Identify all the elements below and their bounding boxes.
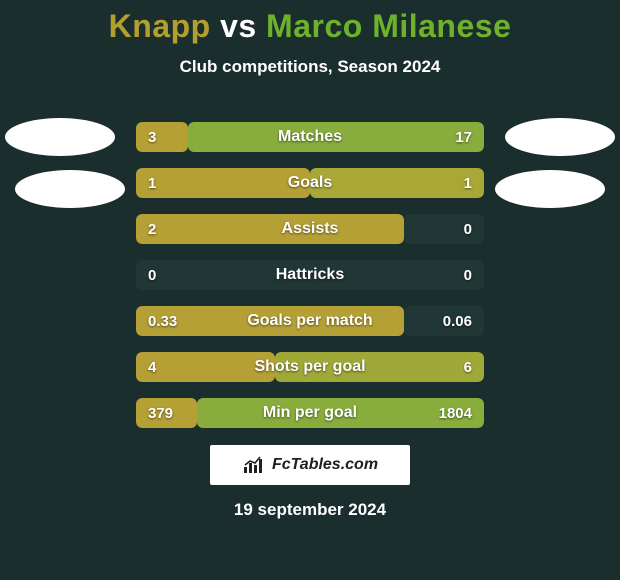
stat-fill-left <box>136 352 275 382</box>
stat-row: Goals per match0.330.06 <box>136 306 484 336</box>
stat-fill-right <box>188 122 484 152</box>
stat-fill-left <box>136 122 188 152</box>
stat-fill-right <box>275 352 484 382</box>
avatar-right-bottom <box>495 170 605 208</box>
stat-track <box>136 260 484 290</box>
subtitle: Club competitions, Season 2024 <box>0 57 620 77</box>
stat-fill-left <box>136 214 404 244</box>
avatar-right-top <box>505 118 615 156</box>
stat-row: Goals11 <box>136 168 484 198</box>
stat-track <box>136 214 484 244</box>
brand-badge[interactable]: FcTables.com <box>210 445 410 485</box>
stat-fill-right <box>404 306 484 336</box>
stat-row: Min per goal3791804 <box>136 398 484 428</box>
stat-fill-left <box>136 168 310 198</box>
stat-row: Hattricks00 <box>136 260 484 290</box>
stat-track <box>136 352 484 382</box>
stat-track <box>136 168 484 198</box>
avatar-left-bottom <box>15 170 125 208</box>
stat-fill-right <box>404 214 484 244</box>
page-title: Knapp vs Marco Milanese <box>0 0 620 45</box>
stat-fill-left <box>136 306 404 336</box>
title-player1: Knapp <box>109 8 211 44</box>
stat-track <box>136 306 484 336</box>
avatar-left-top <box>5 118 115 156</box>
title-player2: Marco Milanese <box>266 8 511 44</box>
title-vs: vs <box>220 8 257 44</box>
stat-fill-right <box>197 398 484 428</box>
stat-row: Matches317 <box>136 122 484 152</box>
stats-bars: Matches317 Goals11 Assists20 Hattricks00 Goa… <box>136 122 484 444</box>
stat-fill-left <box>136 260 484 290</box>
brand-text: FcTables.com <box>272 456 378 474</box>
stat-fill-right <box>310 168 484 198</box>
stat-row: Shots per goal46 <box>136 352 484 382</box>
stat-track <box>136 122 484 152</box>
chart-icon <box>242 455 266 475</box>
date-text: 19 september 2024 <box>0 500 620 520</box>
stat-track <box>136 398 484 428</box>
stat-fill-left <box>136 398 197 428</box>
stat-row: Assists20 <box>136 214 484 244</box>
